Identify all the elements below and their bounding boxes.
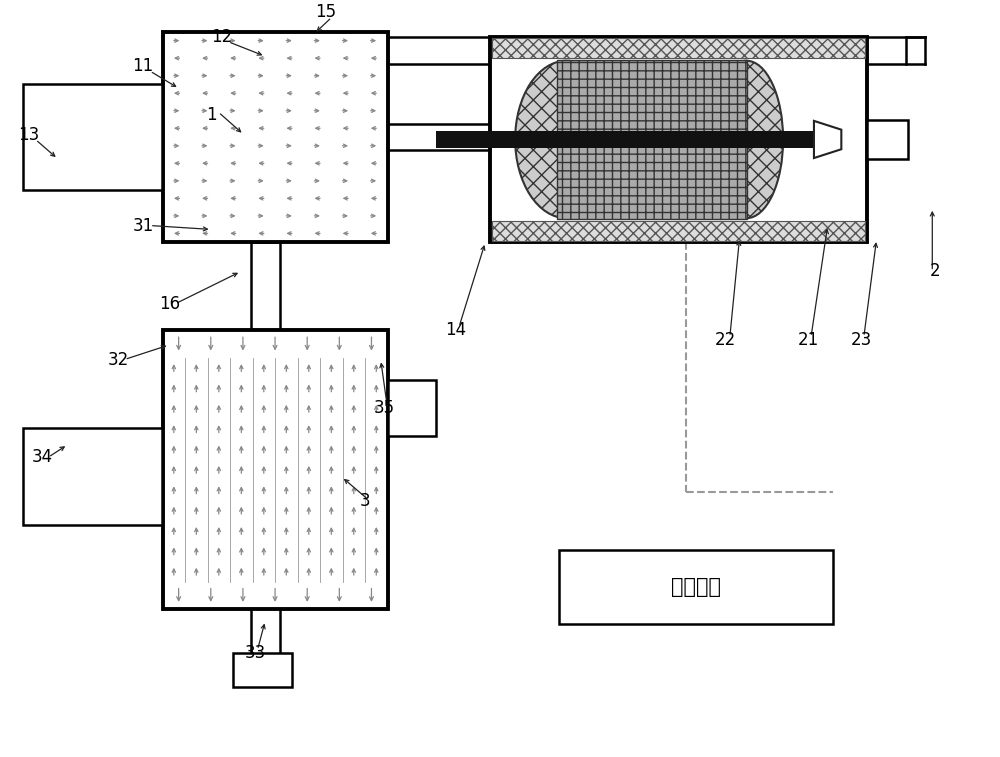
Text: 16: 16 (159, 294, 180, 313)
Text: 22: 22 (714, 331, 736, 349)
Bar (436, 131, 837, 148)
Text: 1: 1 (206, 106, 217, 124)
Text: 32: 32 (108, 350, 129, 369)
Bar (867, 120, 908, 159)
Text: 2: 2 (930, 263, 941, 281)
Bar (233, 653, 292, 687)
Text: 11: 11 (132, 57, 154, 75)
Text: 3: 3 (360, 492, 370, 510)
Ellipse shape (515, 61, 618, 218)
Text: 35: 35 (374, 400, 395, 417)
Bar (492, 220, 865, 241)
Bar (23, 85, 162, 189)
Bar (557, 61, 747, 219)
Ellipse shape (710, 61, 783, 218)
Bar (163, 32, 388, 242)
Text: 13: 13 (18, 126, 39, 144)
Bar (23, 428, 162, 525)
Text: 15: 15 (315, 3, 336, 21)
Text: 34: 34 (32, 448, 53, 466)
Text: 33: 33 (245, 644, 266, 662)
Polygon shape (814, 121, 841, 158)
Text: 21: 21 (797, 331, 819, 349)
Bar (388, 380, 436, 436)
Bar (492, 38, 865, 58)
Text: 12: 12 (211, 28, 232, 45)
Bar (559, 550, 833, 624)
Text: 控制装置: 控制装置 (671, 577, 721, 597)
Text: 14: 14 (445, 321, 467, 339)
Bar (163, 330, 388, 609)
Text: 31: 31 (132, 217, 154, 235)
Text: 23: 23 (851, 331, 872, 349)
Bar (490, 37, 867, 242)
